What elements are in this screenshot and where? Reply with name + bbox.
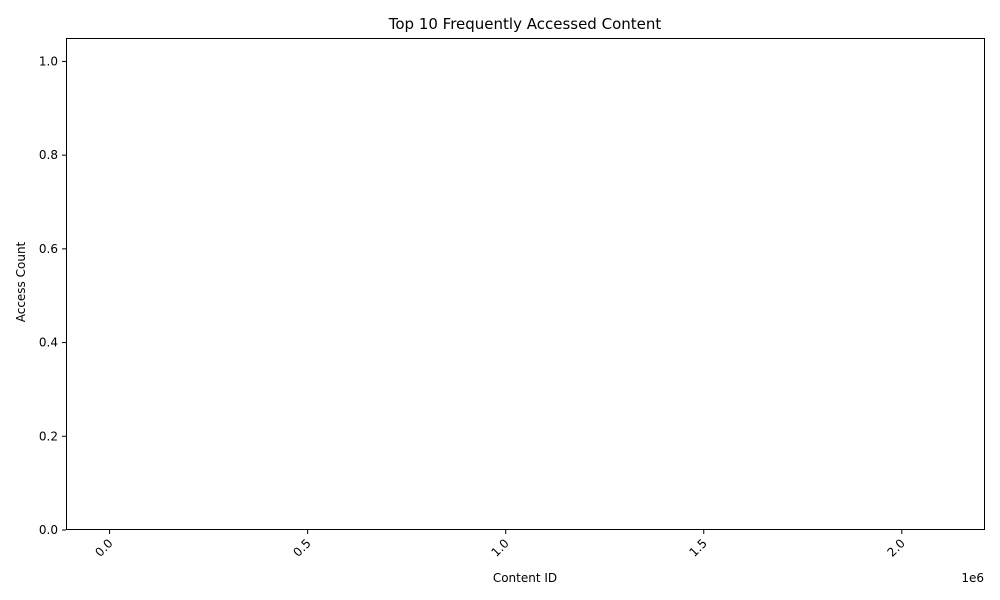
y-axis-ticks: 0.0 0.2 0.4 0.6 0.8 1.0 <box>39 54 66 537</box>
chart-title: Top 10 Frequently Accessed Content <box>388 15 662 33</box>
x-axis-title: Content ID <box>493 571 557 585</box>
y-tick-label: 0.4 <box>39 336 58 350</box>
y-axis-title: Access Count <box>14 241 28 322</box>
y-tick-label: 1.0 <box>39 54 58 68</box>
plot-area <box>66 38 985 530</box>
y-tick-label: 0.8 <box>39 148 58 162</box>
y-tick-label: 0.6 <box>39 242 58 256</box>
y-tick-label: 0.0 <box>39 523 58 537</box>
plot-frame <box>66 38 985 530</box>
x-axis-offset-label: 1e6 <box>961 571 984 585</box>
y-tick-label: 0.2 <box>39 429 58 443</box>
